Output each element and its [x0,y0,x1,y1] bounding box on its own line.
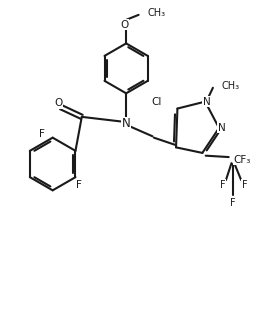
Text: F: F [39,129,45,139]
Text: N: N [203,97,210,107]
Text: F: F [242,180,247,190]
Text: N: N [122,117,130,130]
Text: Cl: Cl [152,97,162,107]
Text: N: N [218,123,226,133]
Text: O: O [121,20,129,30]
Text: F: F [230,198,236,208]
Text: F: F [220,180,225,190]
Text: CH₃: CH₃ [148,9,165,18]
Text: CF₃: CF₃ [234,155,251,165]
Text: CH₃: CH₃ [222,81,240,91]
Text: O: O [54,98,62,108]
Text: F: F [76,180,82,190]
